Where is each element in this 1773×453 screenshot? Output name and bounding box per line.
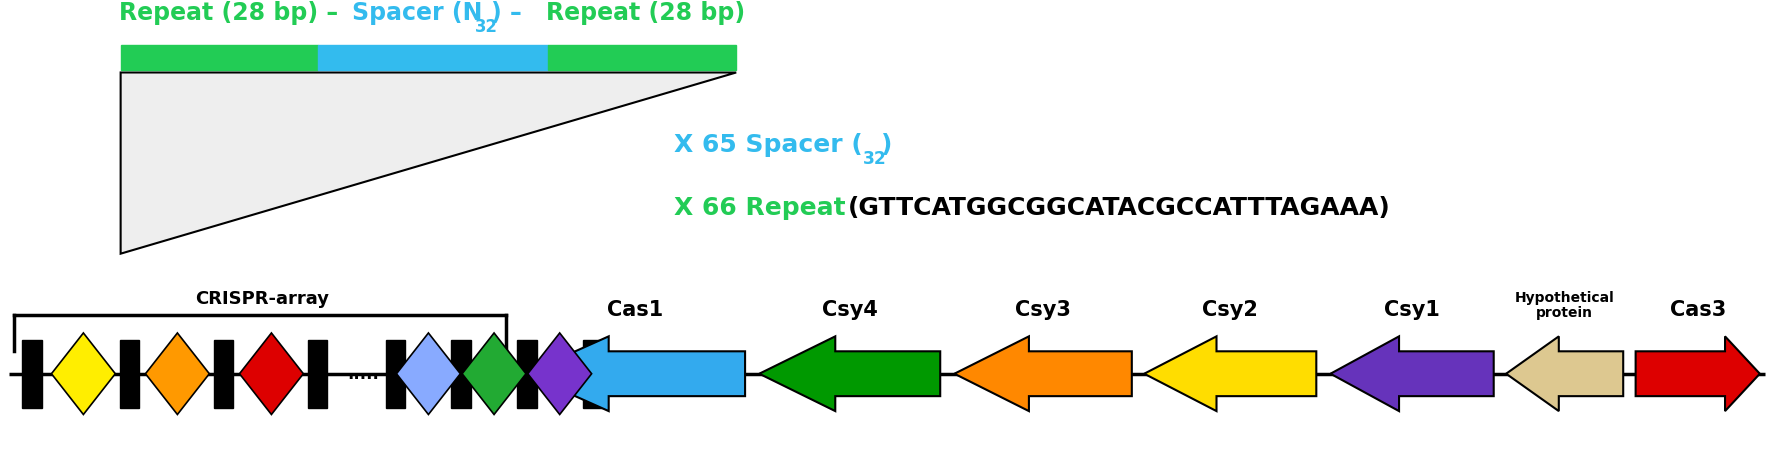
Bar [582,340,603,408]
Polygon shape [145,333,209,414]
Text: Spacer (N: Spacer (N [351,1,482,25]
Polygon shape [397,333,461,414]
Text: 32: 32 [475,18,498,36]
Polygon shape [461,333,527,414]
Bar [213,340,234,408]
Polygon shape [954,336,1131,411]
Bar [119,340,138,408]
Text: 32: 32 [862,149,886,168]
Polygon shape [528,333,592,414]
Text: CRISPR-array: CRISPR-array [195,290,330,308]
Text: ) –: ) – [491,1,530,25]
Text: .....: ..... [348,365,379,383]
Bar [387,340,406,408]
Bar [121,45,317,70]
Text: Hypothetical
protein: Hypothetical protein [1514,291,1613,321]
Text: Csy1: Csy1 [1383,300,1440,321]
Text: X 65 Spacer (: X 65 Spacer ( [674,133,862,157]
Bar [317,45,548,70]
Text: Csy3: Csy3 [1014,300,1071,321]
Text: Csy2: Csy2 [1202,300,1257,321]
Text: Repeat (28 bp): Repeat (28 bp) [546,1,745,25]
Polygon shape [1635,336,1759,411]
Bar [548,45,736,70]
Bar [309,340,326,408]
Text: ): ) [879,133,892,157]
Polygon shape [1330,336,1493,411]
Text: Csy4: Csy4 [821,300,878,321]
Bar [21,340,43,408]
Polygon shape [51,333,115,414]
Polygon shape [239,333,303,414]
Polygon shape [759,336,940,411]
Polygon shape [1505,336,1622,411]
Text: Cas1: Cas1 [606,300,663,321]
Polygon shape [525,336,745,411]
Text: Cas3: Cas3 [1668,300,1725,321]
Bar [450,340,472,408]
Text: X 66 Repeat: X 66 Repeat [674,197,855,220]
Bar [518,340,535,408]
Polygon shape [121,72,736,254]
Text: Repeat (28 bp) –: Repeat (28 bp) – [119,1,346,25]
Polygon shape [1144,336,1316,411]
Text: (GTTCATGGCGGCATACGCCATTTAGAAA): (GTTCATGGCGGCATACGCCATTTAGAAA) [847,197,1390,220]
